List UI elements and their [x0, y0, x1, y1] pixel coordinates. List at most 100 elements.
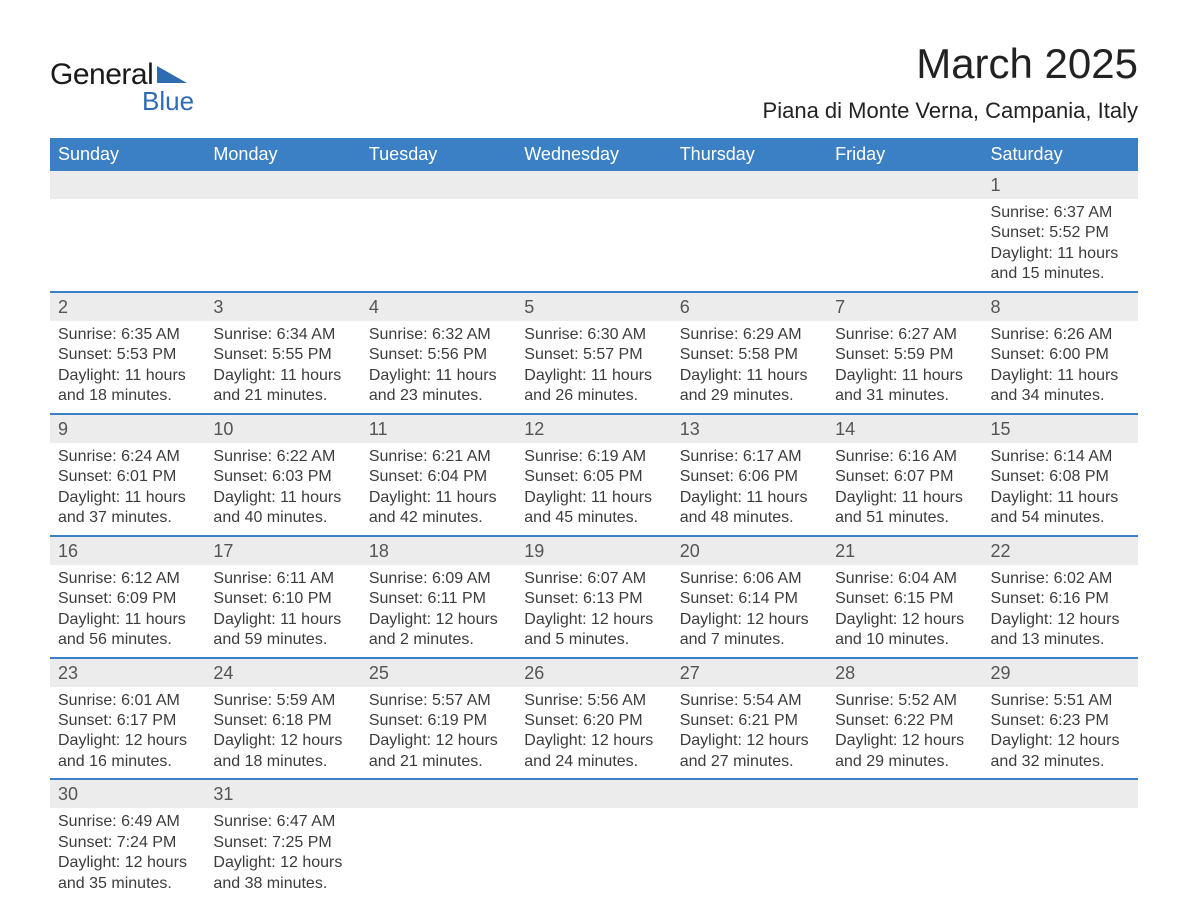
week-daynum-row: 2345678 [50, 292, 1138, 321]
empty-cell [827, 171, 982, 199]
empty-cell [205, 199, 360, 292]
day-number: 4 [361, 292, 516, 321]
empty-cell [983, 808, 1138, 900]
day-number: 14 [827, 414, 982, 443]
empty-cell [361, 779, 516, 808]
day-number: 31 [205, 779, 360, 808]
empty-cell [516, 199, 671, 292]
week-detail-row: Sunrise: 6:24 AMSunset: 6:01 PMDaylight:… [50, 443, 1138, 536]
header: General Blue March 2025 Piana di Monte V… [50, 40, 1138, 124]
day-detail: Sunrise: 6:16 AMSunset: 6:07 PMDaylight:… [827, 443, 982, 536]
day-detail: Sunrise: 6:37 AMSunset: 5:52 PMDaylight:… [983, 199, 1138, 292]
day-detail: Sunrise: 6:26 AMSunset: 6:00 PMDaylight:… [983, 321, 1138, 414]
empty-cell [516, 808, 671, 900]
day-detail: Sunrise: 6:06 AMSunset: 6:14 PMDaylight:… [672, 565, 827, 658]
day-number: 10 [205, 414, 360, 443]
day-detail: Sunrise: 6:02 AMSunset: 6:16 PMDaylight:… [983, 565, 1138, 658]
day-number: 24 [205, 658, 360, 687]
day-detail: Sunrise: 6:09 AMSunset: 6:11 PMDaylight:… [361, 565, 516, 658]
logo-text-blue: Blue [142, 86, 194, 117]
day-number: 28 [827, 658, 982, 687]
empty-cell [361, 171, 516, 199]
day-detail: Sunrise: 6:34 AMSunset: 5:55 PMDaylight:… [205, 321, 360, 414]
day-detail: Sunrise: 6:07 AMSunset: 6:13 PMDaylight:… [516, 565, 671, 658]
day-detail: Sunrise: 5:51 AMSunset: 6:23 PMDaylight:… [983, 687, 1138, 780]
day-detail: Sunrise: 6:24 AMSunset: 6:01 PMDaylight:… [50, 443, 205, 536]
col-thursday: Thursday [672, 138, 827, 171]
calendar-table: Sunday Monday Tuesday Wednesday Thursday… [50, 138, 1138, 900]
location-subtitle: Piana di Monte Verna, Campania, Italy [763, 98, 1138, 124]
col-friday: Friday [827, 138, 982, 171]
day-number: 3 [205, 292, 360, 321]
col-wednesday: Wednesday [516, 138, 671, 171]
day-detail: Sunrise: 6:30 AMSunset: 5:57 PMDaylight:… [516, 321, 671, 414]
logo-triangle-icon [157, 66, 187, 83]
day-detail: Sunrise: 6:49 AMSunset: 7:24 PMDaylight:… [50, 808, 205, 900]
page-title: March 2025 [763, 40, 1138, 88]
empty-cell [983, 779, 1138, 808]
week-detail-row: Sunrise: 6:01 AMSunset: 6:17 PMDaylight:… [50, 687, 1138, 780]
empty-cell [672, 779, 827, 808]
week-detail-row: Sunrise: 6:37 AMSunset: 5:52 PMDaylight:… [50, 199, 1138, 292]
empty-cell [516, 779, 671, 808]
day-detail: Sunrise: 6:11 AMSunset: 6:10 PMDaylight:… [205, 565, 360, 658]
day-detail: Sunrise: 5:52 AMSunset: 6:22 PMDaylight:… [827, 687, 982, 780]
day-detail: Sunrise: 5:59 AMSunset: 6:18 PMDaylight:… [205, 687, 360, 780]
day-number: 13 [672, 414, 827, 443]
day-number: 18 [361, 536, 516, 565]
col-saturday: Saturday [983, 138, 1138, 171]
day-number: 16 [50, 536, 205, 565]
day-number: 8 [983, 292, 1138, 321]
day-number: 11 [361, 414, 516, 443]
day-number: 9 [50, 414, 205, 443]
empty-cell [516, 171, 671, 199]
day-detail: Sunrise: 6:35 AMSunset: 5:53 PMDaylight:… [50, 321, 205, 414]
day-number: 15 [983, 414, 1138, 443]
day-number: 29 [983, 658, 1138, 687]
day-detail: Sunrise: 6:04 AMSunset: 6:15 PMDaylight:… [827, 565, 982, 658]
empty-cell [50, 199, 205, 292]
logo-text-general: General [50, 58, 153, 92]
day-number: 26 [516, 658, 671, 687]
day-number: 22 [983, 536, 1138, 565]
day-number: 19 [516, 536, 671, 565]
day-number: 25 [361, 658, 516, 687]
empty-cell [361, 808, 516, 900]
title-block: March 2025 Piana di Monte Verna, Campani… [763, 40, 1138, 124]
col-tuesday: Tuesday [361, 138, 516, 171]
day-number: 20 [672, 536, 827, 565]
day-number: 6 [672, 292, 827, 321]
day-detail: Sunrise: 6:14 AMSunset: 6:08 PMDaylight:… [983, 443, 1138, 536]
empty-cell [672, 808, 827, 900]
col-monday: Monday [205, 138, 360, 171]
day-detail: Sunrise: 6:17 AMSunset: 6:06 PMDaylight:… [672, 443, 827, 536]
day-number: 27 [672, 658, 827, 687]
week-detail-row: Sunrise: 6:35 AMSunset: 5:53 PMDaylight:… [50, 321, 1138, 414]
empty-cell [827, 808, 982, 900]
day-detail: Sunrise: 5:56 AMSunset: 6:20 PMDaylight:… [516, 687, 671, 780]
day-number: 17 [205, 536, 360, 565]
day-detail: Sunrise: 6:19 AMSunset: 6:05 PMDaylight:… [516, 443, 671, 536]
day-number: 12 [516, 414, 671, 443]
day-detail: Sunrise: 6:29 AMSunset: 5:58 PMDaylight:… [672, 321, 827, 414]
day-detail: Sunrise: 6:01 AMSunset: 6:17 PMDaylight:… [50, 687, 205, 780]
empty-cell [827, 199, 982, 292]
week-daynum-row: 23242526272829 [50, 658, 1138, 687]
day-detail: Sunrise: 6:12 AMSunset: 6:09 PMDaylight:… [50, 565, 205, 658]
week-detail-row: Sunrise: 6:12 AMSunset: 6:09 PMDaylight:… [50, 565, 1138, 658]
week-detail-row: Sunrise: 6:49 AMSunset: 7:24 PMDaylight:… [50, 808, 1138, 900]
day-number: 2 [50, 292, 205, 321]
day-detail: Sunrise: 5:54 AMSunset: 6:21 PMDaylight:… [672, 687, 827, 780]
logo: General Blue [50, 40, 194, 117]
day-detail: Sunrise: 6:27 AMSunset: 5:59 PMDaylight:… [827, 321, 982, 414]
day-detail: Sunrise: 6:21 AMSunset: 6:04 PMDaylight:… [361, 443, 516, 536]
empty-cell [205, 171, 360, 199]
day-number: 5 [516, 292, 671, 321]
empty-cell [672, 199, 827, 292]
week-daynum-row: 3031 [50, 779, 1138, 808]
day-detail: Sunrise: 5:57 AMSunset: 6:19 PMDaylight:… [361, 687, 516, 780]
weekday-header-row: Sunday Monday Tuesday Wednesday Thursday… [50, 138, 1138, 171]
empty-cell [50, 171, 205, 199]
empty-cell [827, 779, 982, 808]
empty-cell [361, 199, 516, 292]
